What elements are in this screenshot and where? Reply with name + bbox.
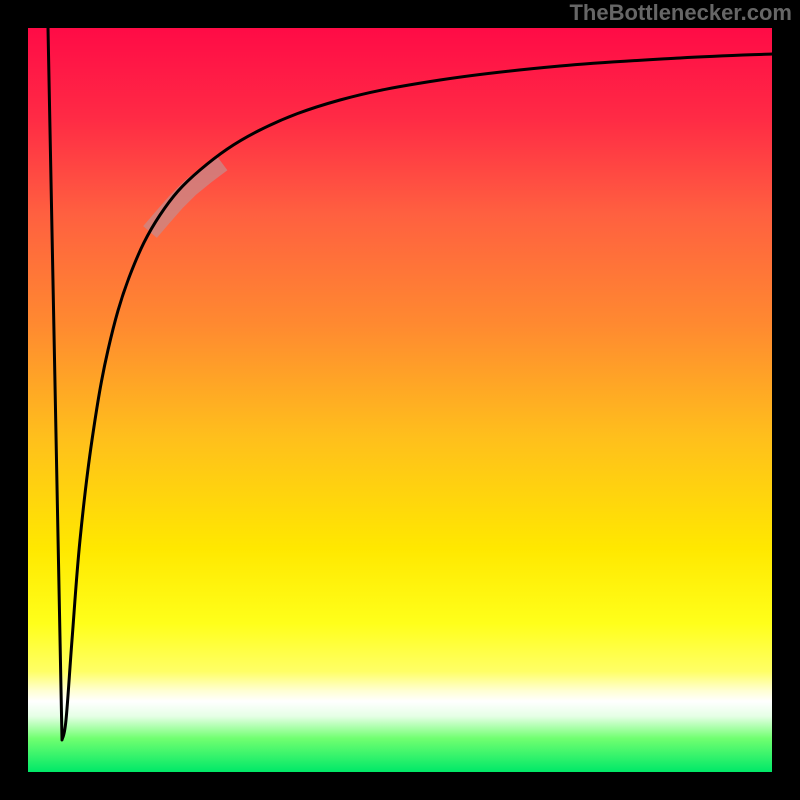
- chart-container: TheBottlenecker.com: [0, 0, 800, 800]
- watermark-text: TheBottlenecker.com: [569, 0, 792, 26]
- chart-plot-area: [28, 28, 772, 772]
- chart-svg: [0, 0, 800, 800]
